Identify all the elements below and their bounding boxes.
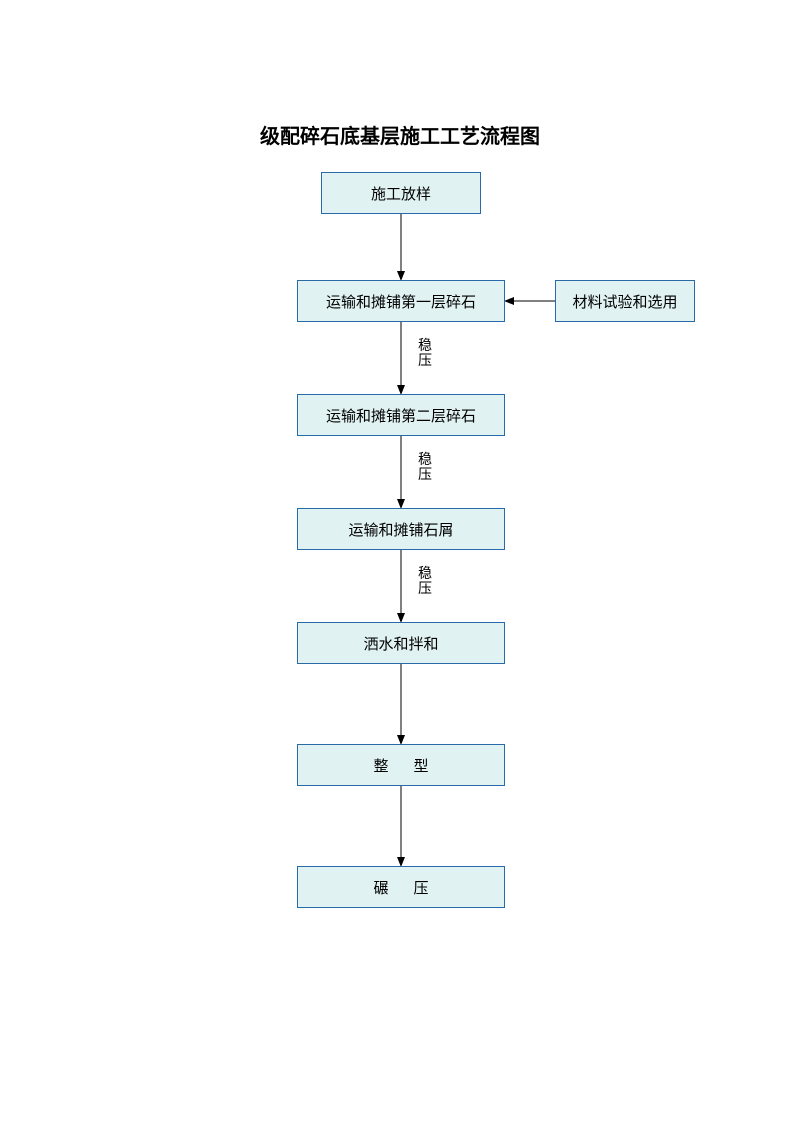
flowchart-node-n6: 洒水和拌和 [297,622,505,664]
flowchart-node-n5: 运输和摊铺石屑 [297,508,505,550]
flowchart-node-n4: 运输和摊铺第二层碎石 [297,394,505,436]
flowchart-node-n3: 材料试验和选用 [555,280,695,322]
edge-label: 稳 压 [418,566,432,597]
flowchart-arrows [0,0,800,1132]
edge-label: 稳 压 [418,338,432,369]
flowchart-node-n7: 整 型 [297,744,505,786]
flowchart-node-n2: 运输和摊铺第一层碎石 [297,280,505,322]
edge-label: 稳 压 [418,452,432,483]
flowchart-title: 级配碎石底基层施工工艺流程图 [0,120,800,149]
flowchart-node-n8: 碾 压 [297,866,505,908]
flowchart-node-n1: 施工放样 [321,172,481,214]
